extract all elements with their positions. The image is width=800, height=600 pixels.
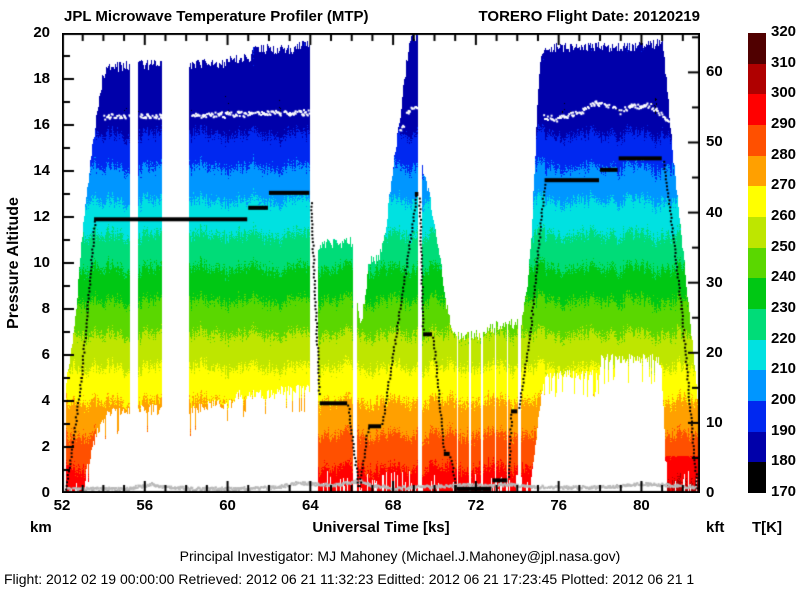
colorbar-swatch (748, 216, 766, 248)
x-tick-label: 56 (136, 497, 154, 514)
colorbar-swatch (748, 339, 766, 371)
colorbar-tick-label: 180 (771, 452, 797, 470)
colorbar-swatch (748, 33, 766, 64)
y-tick-label-km: 20 (33, 24, 50, 41)
y-tick-label-kft: 20 (706, 343, 723, 361)
colorbar-tick-label: 260 (771, 207, 797, 224)
colorbar-swatch (748, 431, 766, 463)
y-tick-label-km: 18 (33, 70, 50, 87)
temperature-colorbar (748, 33, 766, 493)
x-tick-label: 76 (550, 497, 567, 514)
colorbar-swatch (748, 462, 766, 493)
x-axis-title: Universal Time [ks] (312, 519, 450, 536)
colorbar-tick-label: 320 (771, 23, 797, 40)
y-tick-label-km: 8 (41, 300, 50, 317)
colorbar-tick-label: 200 (771, 391, 797, 408)
colorbar-tick-label: 290 (771, 115, 797, 132)
principal-investigator-line: Principal Investigator: MJ Mahoney (Mich… (179, 548, 621, 564)
colorbar-tick-label: 240 (771, 268, 797, 286)
y-tick-label-kft: 40 (706, 203, 723, 221)
colorbar-tick-label: 250 (771, 237, 797, 255)
colorbar-swatch (748, 94, 766, 125)
colorbar-tick-label: 270 (771, 176, 797, 194)
colorbar-swatch (748, 370, 766, 401)
x-tick-label: 52 (53, 497, 71, 514)
colorbar-tick-label: 210 (771, 360, 797, 378)
y-tick-label-kft: 30 (706, 273, 723, 291)
y-tick-label-kft: 0 (706, 484, 715, 501)
y-tick-label-km: 0 (41, 484, 50, 501)
colorbar-swatch (748, 308, 766, 340)
x-tick-label: 80 (633, 497, 650, 514)
colorbar-swatch (748, 186, 766, 217)
colorbar-swatch (748, 63, 766, 95)
colorbar-tick-label: 300 (771, 84, 797, 102)
y-tick-label-km: 2 (41, 438, 50, 455)
colorbar-swatch (748, 155, 766, 187)
y-tick-label-kft: 60 (706, 63, 723, 81)
x-tick-label: 72 (467, 497, 485, 514)
plot-title: JPL Microwave Temperature Profiler (MTP) (64, 8, 369, 25)
colorbar-swatch (748, 278, 766, 309)
colorbar-swatch (748, 124, 766, 156)
y-tick-label-km: 6 (41, 346, 50, 363)
left-axis-unit-label: km (30, 519, 52, 536)
right-axis-unit-label: kft (706, 519, 725, 536)
y-tick-label-km: 14 (33, 162, 50, 179)
colorbar-tick-label: 220 (771, 329, 797, 347)
x-tick-label: 68 (384, 497, 402, 514)
y-tick-label-km: 10 (33, 254, 50, 271)
y-tick-label-kft: 10 (706, 413, 723, 431)
colorbar-tick-label: 170 (771, 483, 797, 500)
y-tick-label-km: 12 (33, 208, 50, 225)
y-tick-label-km: 16 (33, 116, 50, 133)
flight-date-title: TORERO Flight Date: 20120219 (478, 8, 700, 25)
colorbar-swatch (748, 400, 766, 432)
file-dates-line: Flight: 2012 02 19 00:00:00 Retrieved: 2… (4, 571, 695, 587)
colorbar-tick-label: 310 (771, 53, 797, 71)
colorbar-tick-label: 230 (771, 299, 797, 316)
colorbar-tick-label: 190 (771, 421, 797, 439)
x-tick-label: 60 (219, 497, 236, 514)
colorbar-swatch (748, 247, 766, 279)
colorbar-tick-label: 280 (771, 145, 797, 163)
colorbar-title: T[K] (752, 519, 782, 536)
y-tick-label-km: 4 (41, 392, 50, 409)
y-tick-label-kft: 50 (706, 133, 723, 151)
x-tick-label: 64 (301, 497, 319, 514)
temperature-curtain-canvas (62, 33, 700, 493)
